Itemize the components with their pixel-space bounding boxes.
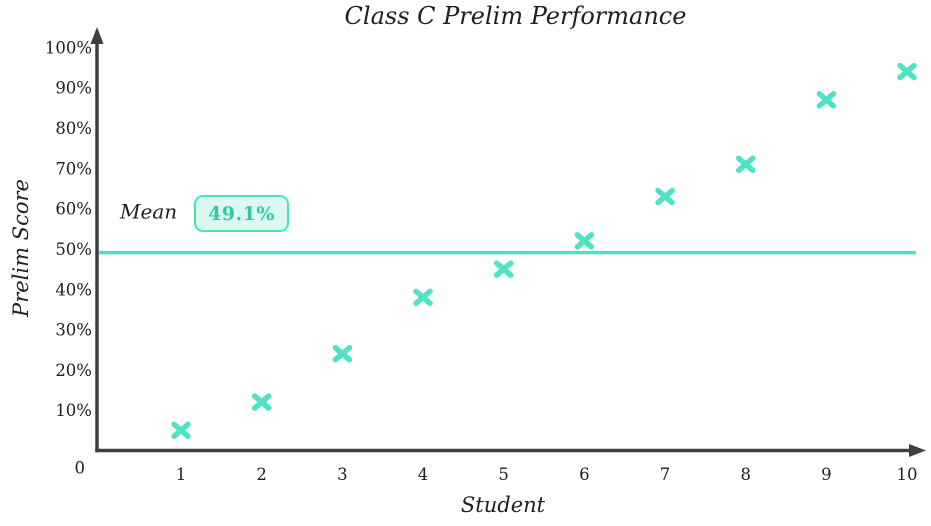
data-point-marker xyxy=(655,187,675,206)
x-tick-label: 5 xyxy=(498,465,509,484)
y-tick-label: 30% xyxy=(55,321,92,340)
chart-title: Class C Prelim Performance xyxy=(344,2,687,30)
x-tick-label: 10 xyxy=(897,465,918,484)
y-tick-label: 40% xyxy=(55,280,92,299)
y-tick-label: 90% xyxy=(55,79,92,98)
data-point-marker xyxy=(171,421,191,440)
x-tick-label: 7 xyxy=(660,465,671,484)
y-tick-label: 20% xyxy=(55,361,92,380)
y-tick-label: 70% xyxy=(55,159,92,178)
y-tick-label: 60% xyxy=(55,200,92,219)
x-axis-title: Student xyxy=(460,493,546,517)
mean-value-badge: 49.1% xyxy=(194,195,289,232)
y-tick-label: 80% xyxy=(55,119,92,138)
data-point-marker xyxy=(413,288,433,307)
x-tick-label: 3 xyxy=(337,465,348,484)
y-tick-label: 50% xyxy=(55,240,92,259)
x-axis-arrowhead-icon xyxy=(909,444,926,457)
x-tick-label: 4 xyxy=(418,465,429,484)
y-tick-label: 10% xyxy=(55,401,92,420)
y-axis-arrowhead-icon xyxy=(90,27,104,44)
data-point-marker xyxy=(735,155,756,174)
x-tick-label: 8 xyxy=(740,465,751,484)
data-point-marker xyxy=(493,260,514,278)
x-tick-label: 9 xyxy=(821,465,832,484)
x-tick-label: 2 xyxy=(256,465,267,484)
data-point-marker xyxy=(251,393,272,411)
data-point-marker xyxy=(574,232,595,250)
y-tick-label: 100% xyxy=(45,38,92,57)
x-tick-label: 1 xyxy=(176,465,187,484)
data-point-marker xyxy=(897,62,917,81)
mean-annotation-label: Mean xyxy=(120,199,178,224)
y-tick-label: 0 xyxy=(75,459,86,478)
data-point-marker xyxy=(816,91,837,109)
data-point-marker xyxy=(332,345,353,363)
mean-value-text: 49.1% xyxy=(208,202,275,225)
x-tick-label: 6 xyxy=(579,465,590,484)
